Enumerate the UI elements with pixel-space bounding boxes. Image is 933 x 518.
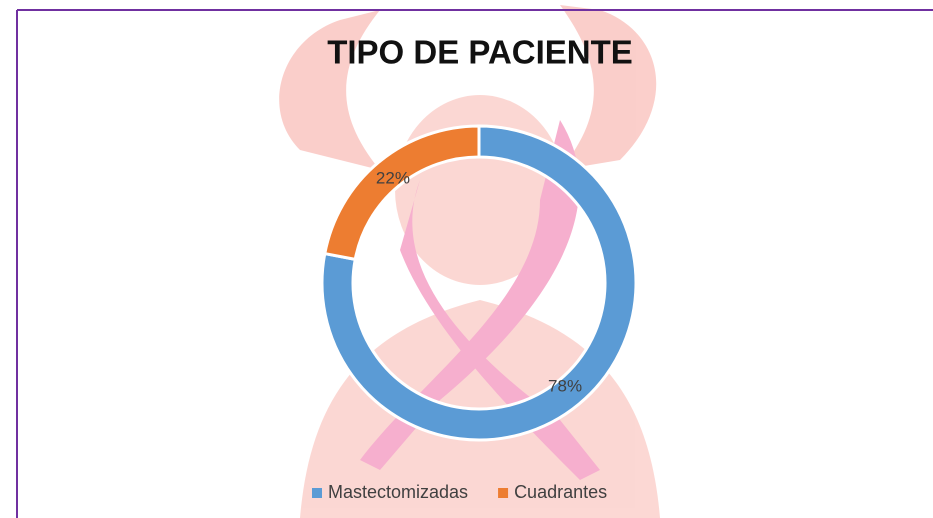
legend-marker: [498, 488, 509, 498]
legend-label: Cuadrantes: [514, 482, 607, 502]
chart-title: TIPO DE PACIENTE: [327, 34, 633, 71]
donut-segment: [323, 124, 481, 262]
data-label: 22%: [376, 168, 410, 187]
data-label: 78%: [548, 377, 582, 396]
legend-marker: [312, 488, 322, 498]
donut-segment: [320, 124, 638, 442]
legend-label: Mastectomizadas: [328, 482, 468, 502]
